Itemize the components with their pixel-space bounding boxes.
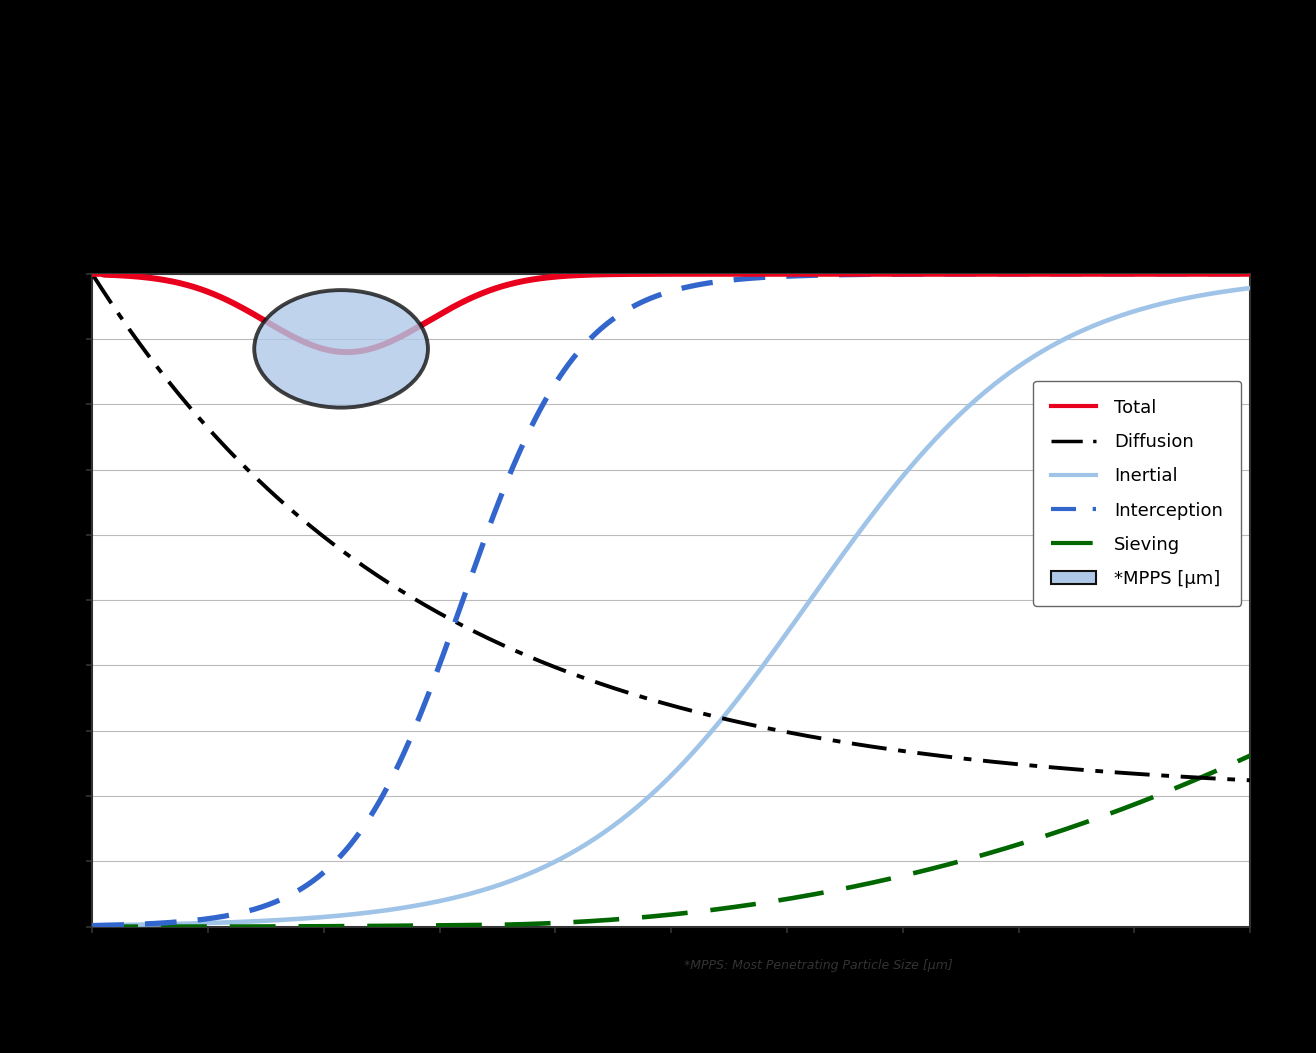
Diffusion [647, 695, 663, 708]
Total [1208, 267, 1224, 280]
Total [647, 267, 663, 280]
X-axis label: Particle Size (μm): Particle Size (μm) [574, 963, 769, 982]
Inertial [84, 919, 100, 932]
Diffusion [617, 686, 633, 698]
Inertial [617, 811, 633, 823]
Total [340, 345, 355, 358]
Inertial [1208, 286, 1224, 299]
Total [1209, 267, 1225, 280]
Sieving [617, 913, 633, 926]
Sieving [1208, 764, 1224, 777]
Sieving [1208, 764, 1224, 777]
Interception [617, 305, 633, 318]
Interception [1208, 267, 1224, 280]
Inertial [1242, 282, 1258, 295]
Inertial [143, 918, 159, 931]
Total [617, 267, 633, 280]
Total [1242, 267, 1258, 280]
Interception [647, 291, 663, 303]
Sieving [84, 920, 100, 933]
Diffusion [84, 267, 100, 280]
Sieving [647, 910, 663, 922]
Y-axis label: Efficiency (%): Efficiency (%) [22, 524, 42, 676]
Sieving [143, 920, 159, 933]
Inertial [1208, 286, 1224, 299]
Interception [1242, 267, 1258, 280]
Line: Inertial: Inertial [92, 289, 1250, 926]
Diffusion [1242, 774, 1258, 787]
Diffusion [996, 756, 1012, 769]
Line: Diffusion: Diffusion [92, 274, 1250, 780]
Diffusion [1208, 772, 1224, 784]
Interception [143, 917, 159, 930]
Line: Sieving: Sieving [92, 756, 1250, 927]
Total [143, 272, 159, 284]
Text: *MPPS: Most Penetrating Particle Size [μm]: *MPPS: Most Penetrating Particle Size [μ… [684, 959, 953, 972]
Interception [1208, 267, 1224, 280]
Interception [996, 267, 1012, 280]
Diffusion [143, 353, 159, 365]
Total [84, 267, 100, 280]
Inertial [996, 371, 1012, 383]
Total [996, 267, 1012, 280]
Inertial [647, 784, 663, 797]
Legend: Total, Diffusion, Inertial, Interception, Sieving, *MPPS [μm]: Total, Diffusion, Inertial, Interception… [1033, 381, 1241, 607]
Sieving [996, 842, 1012, 855]
Diffusion [1208, 772, 1224, 784]
Ellipse shape [254, 290, 428, 408]
Interception [84, 919, 100, 932]
Line: Total: Total [92, 274, 1250, 352]
Sieving [1242, 750, 1258, 762]
Line: Interception: Interception [92, 274, 1250, 926]
